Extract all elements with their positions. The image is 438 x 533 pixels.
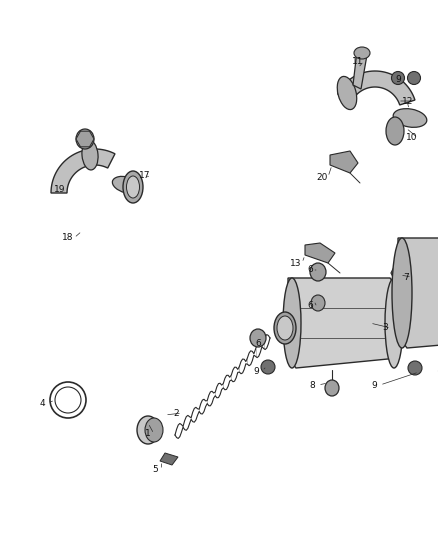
- Ellipse shape: [337, 76, 357, 110]
- Polygon shape: [398, 238, 438, 348]
- Ellipse shape: [82, 140, 98, 170]
- Ellipse shape: [127, 176, 139, 198]
- Ellipse shape: [325, 380, 339, 396]
- Ellipse shape: [407, 71, 420, 85]
- Text: 18: 18: [62, 233, 74, 243]
- Ellipse shape: [250, 329, 266, 347]
- Text: 9: 9: [253, 367, 259, 376]
- Ellipse shape: [123, 171, 143, 203]
- Text: 1: 1: [145, 430, 151, 439]
- Text: 6: 6: [307, 301, 313, 310]
- Text: 9: 9: [395, 75, 401, 84]
- Ellipse shape: [283, 278, 301, 368]
- Ellipse shape: [408, 361, 422, 375]
- Text: 4: 4: [39, 399, 45, 408]
- Ellipse shape: [277, 316, 293, 340]
- Ellipse shape: [386, 117, 404, 145]
- Ellipse shape: [354, 47, 370, 59]
- Ellipse shape: [55, 387, 81, 413]
- Ellipse shape: [137, 416, 159, 444]
- Text: 7: 7: [403, 272, 409, 281]
- Text: 17: 17: [139, 171, 151, 180]
- Text: 5: 5: [152, 465, 158, 474]
- Ellipse shape: [274, 312, 296, 344]
- Text: 19: 19: [54, 184, 66, 193]
- Polygon shape: [160, 453, 178, 465]
- Text: 6: 6: [255, 338, 261, 348]
- Text: 6: 6: [307, 265, 313, 274]
- Polygon shape: [391, 255, 409, 291]
- Ellipse shape: [310, 263, 326, 281]
- Text: 13: 13: [290, 259, 302, 268]
- Polygon shape: [76, 131, 94, 147]
- Ellipse shape: [392, 238, 412, 348]
- Polygon shape: [288, 278, 398, 368]
- Ellipse shape: [385, 278, 403, 368]
- Polygon shape: [51, 149, 115, 193]
- Text: 20: 20: [316, 173, 328, 182]
- Ellipse shape: [145, 418, 163, 442]
- Text: 2: 2: [173, 408, 179, 417]
- Text: 11: 11: [352, 56, 364, 66]
- Text: 12: 12: [403, 96, 413, 106]
- Ellipse shape: [393, 109, 427, 127]
- Text: 9: 9: [371, 381, 377, 390]
- Ellipse shape: [76, 129, 94, 149]
- Text: 10: 10: [406, 133, 418, 142]
- Polygon shape: [330, 151, 358, 173]
- Polygon shape: [305, 243, 335, 263]
- Text: 3: 3: [382, 324, 388, 333]
- Ellipse shape: [113, 176, 141, 193]
- Polygon shape: [338, 71, 415, 105]
- Polygon shape: [353, 51, 367, 89]
- Ellipse shape: [392, 71, 405, 85]
- Text: 8: 8: [309, 381, 315, 390]
- Ellipse shape: [311, 295, 325, 311]
- Ellipse shape: [261, 360, 275, 374]
